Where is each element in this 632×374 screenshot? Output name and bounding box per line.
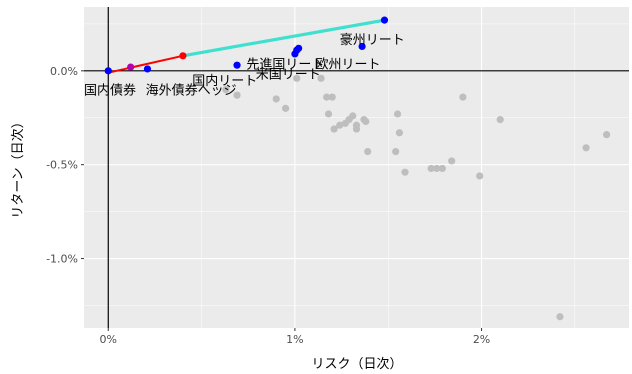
x-tick-label: 2% — [473, 333, 490, 346]
frontier-lines — [107, 18, 387, 74]
gray-point — [352, 125, 361, 133]
frontier-line-red — [107, 54, 184, 74]
point-label: 豪州リート — [340, 32, 405, 48]
gray-point — [328, 93, 336, 101]
gray-point — [448, 157, 456, 165]
gray-point — [364, 147, 372, 156]
gray-point — [393, 110, 402, 118]
highlight-point — [380, 16, 389, 24]
x-tick-label: 0% — [100, 333, 117, 346]
gray-point — [349, 112, 357, 120]
point-label: 欧州リート — [315, 57, 380, 72]
gray-point — [317, 74, 325, 82]
gray-point — [293, 74, 301, 82]
plot-panel — [84, 7, 629, 328]
gray-point — [272, 95, 280, 103]
frontier-line-cyan — [181, 18, 387, 58]
gray-point — [603, 131, 611, 139]
gray-point — [556, 313, 564, 321]
gray-point — [496, 116, 504, 124]
gray-point — [323, 93, 331, 101]
gray-point — [330, 125, 338, 133]
gray-point — [395, 129, 404, 137]
gray-point — [362, 117, 370, 126]
purple-point — [127, 63, 135, 71]
gray-points — [222, 74, 611, 321]
point-label: 先進国リート — [246, 57, 324, 72]
point-label: 国内債券 — [84, 83, 136, 99]
y-tick-label: -0.5% — [46, 159, 78, 172]
x-axis-title: リスク（日次） — [311, 356, 402, 372]
highlight-point — [143, 65, 152, 73]
y-tick-label: -1.0% — [46, 253, 78, 266]
x-axis-ticks: 0% 1% 2% — [100, 328, 490, 346]
gray-point — [324, 110, 333, 118]
zero-reference-lines — [84, 7, 629, 328]
gray-point — [427, 164, 435, 173]
x-tick-label: 1% — [286, 333, 303, 346]
y-tick-label: 0.0% — [50, 65, 78, 78]
gray-point — [392, 147, 400, 156]
gray-point — [233, 91, 241, 99]
frontier-point — [179, 52, 187, 60]
gray-point — [433, 164, 441, 173]
gray-point — [476, 172, 484, 180]
point-label: 米国リート — [256, 68, 321, 83]
y-axis-title: リターン（日次） — [10, 115, 26, 218]
highlight-point — [233, 61, 241, 69]
gray-point — [401, 168, 409, 176]
minor-gridlines — [84, 7, 629, 328]
highlight-point — [358, 42, 366, 51]
highlight-point — [295, 44, 303, 52]
y-axis-ticks: 0.0% -0.5% -1.0% — [46, 65, 84, 266]
gray-point — [582, 144, 590, 152]
highlight-point — [104, 67, 112, 75]
gray-point — [438, 164, 446, 173]
gray-point — [222, 85, 230, 94]
gray-point — [281, 104, 290, 112]
gray-point — [459, 93, 467, 101]
point-label: 海外債券へッジ — [146, 83, 237, 99]
gray-point — [336, 121, 344, 129]
point-label: 国内リート — [192, 73, 257, 89]
highlight-points — [104, 16, 389, 75]
